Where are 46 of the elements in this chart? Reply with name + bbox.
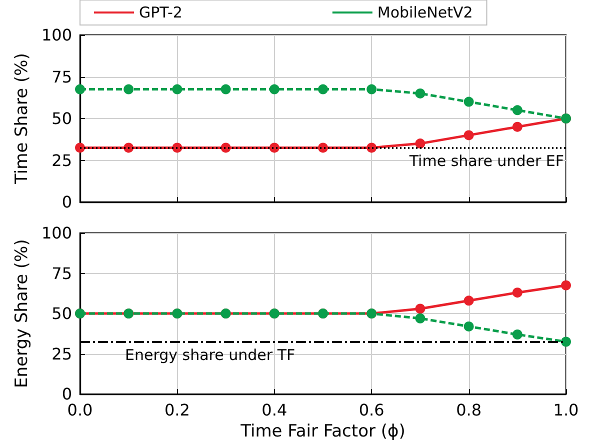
y-tick-label: 50 bbox=[52, 109, 72, 128]
point bbox=[318, 142, 328, 153]
point bbox=[172, 84, 182, 94]
ref-line-label: Energy share under TF bbox=[125, 346, 296, 364]
x-tick-label: 1.0 bbox=[553, 400, 579, 420]
point bbox=[512, 329, 522, 340]
y-axis-title: Energy Share (%) bbox=[12, 239, 32, 388]
y-tick-label: 25 bbox=[52, 150, 72, 170]
x-axis-title: Time Fair Factor (ϕ) bbox=[240, 422, 406, 442]
point bbox=[366, 84, 377, 94]
point bbox=[269, 84, 280, 94]
y-axis-title: Time Share (%) bbox=[12, 53, 32, 185]
point bbox=[512, 122, 522, 132]
y-tick-label: 100 bbox=[41, 224, 72, 242]
x-tick-label: 0.2 bbox=[164, 400, 190, 420]
point bbox=[415, 88, 426, 98]
point bbox=[512, 288, 522, 298]
y-tick-label: 75 bbox=[52, 67, 72, 86]
y-tick-label: 0 bbox=[62, 192, 72, 212]
point bbox=[415, 304, 426, 314]
x-tick-label: 0.8 bbox=[456, 400, 482, 420]
y-tick-label: 50 bbox=[52, 304, 72, 324]
point bbox=[75, 84, 85, 94]
point bbox=[415, 313, 426, 324]
point bbox=[464, 296, 474, 306]
point bbox=[124, 84, 134, 94]
legend-label: MobileNetV2 bbox=[377, 4, 473, 22]
point bbox=[561, 336, 571, 347]
point bbox=[269, 142, 280, 153]
x-tick-label: 0.4 bbox=[262, 400, 288, 420]
point bbox=[561, 280, 571, 290]
point bbox=[318, 84, 328, 94]
ref-line-label: Time share under EF bbox=[408, 152, 564, 170]
y-tick-label: 75 bbox=[52, 264, 72, 283]
point bbox=[75, 142, 85, 153]
point bbox=[464, 96, 474, 107]
point bbox=[366, 142, 377, 153]
y-tick-label: 100 bbox=[41, 26, 72, 44]
y-tick-label: 25 bbox=[52, 344, 72, 364]
point bbox=[464, 130, 474, 140]
point bbox=[415, 138, 426, 149]
point bbox=[220, 84, 231, 94]
legend-label: GPT-2 bbox=[139, 4, 182, 22]
point bbox=[512, 105, 522, 116]
x-tick-label: 0.6 bbox=[358, 400, 384, 420]
point bbox=[464, 321, 474, 332]
